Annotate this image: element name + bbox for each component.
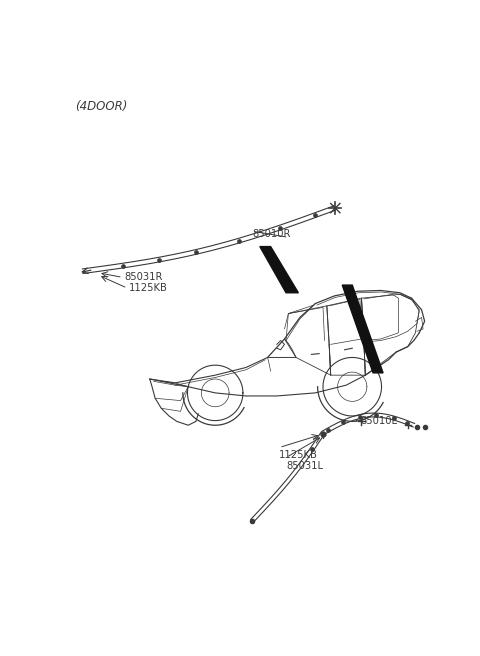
Text: (4DOOR): (4DOOR) — [75, 100, 127, 113]
Text: 85010L: 85010L — [360, 416, 397, 426]
Text: 1125KB: 1125KB — [279, 450, 318, 460]
Text: 85010R: 85010R — [252, 229, 290, 239]
Polygon shape — [342, 285, 383, 373]
Polygon shape — [260, 247, 299, 293]
Text: 1125KB: 1125KB — [129, 283, 168, 293]
Text: 85031L: 85031L — [286, 461, 323, 470]
Text: 85031R: 85031R — [124, 272, 163, 282]
